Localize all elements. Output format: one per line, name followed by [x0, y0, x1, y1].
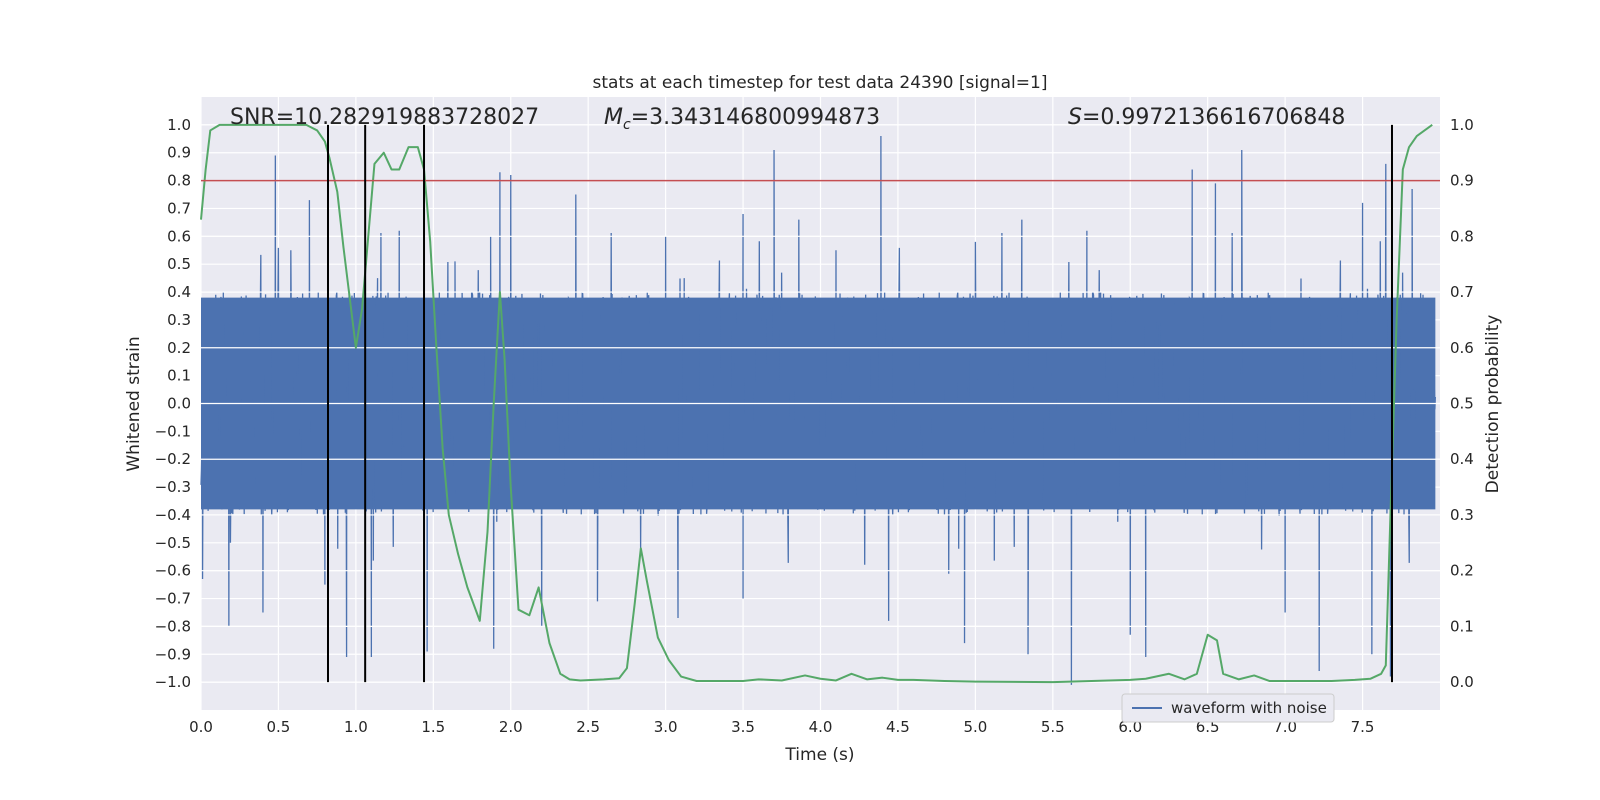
chirp-mass-annotation: Mc=3.343146800994873 — [604, 105, 880, 133]
y-tick-label: −0.1 — [155, 422, 191, 440]
x-tick-label: 2.0 — [499, 718, 523, 736]
chirp-mass-subscript: c — [623, 117, 631, 133]
y-axis-label: Whitened strain — [124, 336, 144, 471]
chirp-mass-value: =3.343146800994873 — [631, 105, 880, 130]
probability-line — [200, 123, 1433, 684]
x-tick-label: 1.5 — [421, 718, 445, 736]
y-tick-label: −0.3 — [155, 478, 191, 496]
y2-tick-label: 0.7 — [1450, 283, 1474, 301]
event-lines — [326, 124, 1393, 683]
y-tick-label: −0.9 — [155, 645, 191, 663]
x-tick-label: 4.5 — [886, 718, 910, 736]
x-axis-label: Time (s) — [784, 745, 854, 765]
x-tick-label: 1.0 — [344, 718, 368, 736]
x-tick-label: 0.0 — [189, 718, 213, 736]
y2-tick-label: 0.8 — [1450, 227, 1474, 245]
chirp-mass-symbol: M — [604, 105, 623, 130]
y-tick-label: 0.3 — [167, 311, 191, 329]
x-tick-label: 4.0 — [809, 718, 833, 736]
y-tick-label: 1.0 — [167, 116, 191, 134]
y2-tick-label: 0.0 — [1450, 673, 1474, 691]
ticks: 0.0 0.5 1.0 1.5 2.0 2.5 3.0 3.5 4.0 4.5 5.0 5.5 6.0 6… — [155, 116, 1474, 736]
y-tick-label: 0.2 — [167, 339, 191, 357]
y-tick-label: −1.0 — [155, 673, 191, 691]
y2-tick-label: 0.5 — [1450, 395, 1474, 413]
chart-title: stats at each timestep for test data 243… — [593, 73, 1048, 93]
legend: waveform with noise — [1121, 693, 1335, 723]
s-symbol: S — [1068, 105, 1082, 130]
y-tick-label: −0.6 — [155, 562, 191, 580]
legend-label-waveform: waveform with noise — [1171, 699, 1327, 717]
y-tick-label: −0.7 — [155, 590, 191, 608]
y2-axis-label: Detection probability — [1483, 315, 1503, 494]
x-tick-label: 5.0 — [963, 718, 987, 736]
snr-annotation: SNR=10.282919883728027 — [230, 105, 539, 130]
s-annotation: S=0.9972136616706848 — [1068, 105, 1345, 130]
x-tick-label: 5.5 — [1041, 718, 1065, 736]
y2-tick-label: 1.0 — [1450, 116, 1474, 134]
y2-tick-label: 0.3 — [1450, 506, 1474, 524]
y-tick-label: 0.0 — [167, 395, 191, 413]
y-tick-label: −0.2 — [155, 450, 191, 468]
y2-tick-label: 0.6 — [1450, 339, 1474, 357]
y-tick-label: 0.7 — [167, 199, 191, 217]
y2-tick-label: 0.9 — [1450, 172, 1474, 190]
y-tick-label: 0.5 — [167, 255, 191, 273]
y2-tick-label: 0.4 — [1450, 450, 1474, 468]
waveform-line — [200, 136, 1436, 685]
y-tick-label: 0.9 — [167, 144, 191, 162]
x-tick-label: 0.5 — [267, 718, 291, 736]
x-tick-label: 3.5 — [731, 718, 755, 736]
y-tick-label: −0.5 — [155, 534, 191, 552]
y2-tick-label: 0.2 — [1450, 562, 1474, 580]
s-value: =0.9972136616706848 — [1082, 105, 1345, 130]
x-tick-label: 7.5 — [1351, 718, 1375, 736]
y-tick-label: 0.6 — [167, 227, 191, 245]
y-tick-label: 0.1 — [167, 367, 191, 385]
y-tick-label: 0.8 — [167, 172, 191, 190]
probability-series — [200, 123, 1433, 684]
y-tick-label: 0.4 — [167, 283, 191, 301]
x-tick-label: 3.0 — [654, 718, 678, 736]
x-tick-label: 2.5 — [576, 718, 600, 736]
y2-tick-label: 0.1 — [1450, 617, 1474, 635]
y-tick-label: −0.4 — [155, 506, 191, 524]
y-tick-label: −0.8 — [155, 617, 191, 635]
legend-box — [1121, 693, 1335, 723]
